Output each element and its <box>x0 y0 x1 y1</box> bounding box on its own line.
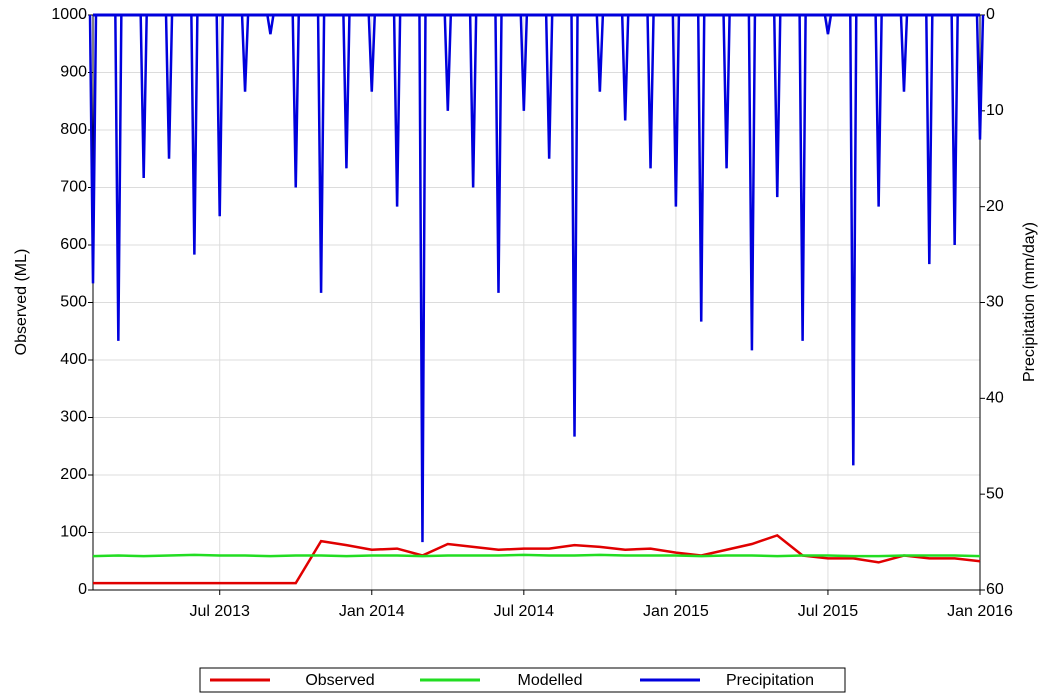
precipitation-spike <box>646 14 655 169</box>
precipitation-spike <box>696 14 706 322</box>
precipitation-spike <box>925 14 934 265</box>
precipitation-spike <box>544 14 554 159</box>
precipitation-spike <box>139 14 148 178</box>
y-tick-label: 200 <box>60 466 87 483</box>
precipitation-spike <box>316 14 326 293</box>
y-tick-label: 100 <box>60 524 87 541</box>
legend-label: Precipitation <box>726 672 814 689</box>
y2-tick-label: 20 <box>986 198 1004 215</box>
y-tick-label: 800 <box>60 121 87 138</box>
y-tick-label: 1000 <box>51 6 87 23</box>
precipitation-spike <box>620 14 630 121</box>
legend-box <box>199 667 846 693</box>
y2-axis-label: Precipitation (mm/day) <box>1021 222 1038 382</box>
precipitation-spike <box>494 14 503 293</box>
y-tick-label: 0 <box>78 581 87 598</box>
precipitation-spike <box>190 14 199 255</box>
precipitation-spike <box>823 14 833 35</box>
precipitation-spike <box>291 14 300 188</box>
series-line <box>93 533 981 585</box>
precipitation-spike <box>950 14 959 246</box>
precipitation-spike <box>418 14 427 543</box>
precipitation-spike <box>392 14 402 207</box>
precipitation-spike <box>595 14 605 92</box>
y2-tick-label: 60 <box>986 581 1004 598</box>
precipitation-spike <box>215 14 224 217</box>
precipitation-spike <box>114 14 123 341</box>
precipitation-spike <box>266 14 275 35</box>
x-tick-label: Jan 2016 <box>947 603 1013 620</box>
y-tick-label: 400 <box>60 351 87 368</box>
precipitation-spike <box>519 14 529 111</box>
x-tick-label: Jul 2015 <box>798 603 859 620</box>
precipitation-spike <box>240 14 250 92</box>
y2-tick-label: 10 <box>986 102 1004 119</box>
precipitation-spike <box>570 14 579 437</box>
y-tick-label: 900 <box>60 64 87 81</box>
y-tick-label: 600 <box>60 236 87 253</box>
precipitation-spike <box>468 14 478 188</box>
x-tick-label: Jul 2013 <box>189 603 250 620</box>
legend-label: Modelled <box>518 672 583 689</box>
precipitation-spike <box>975 14 985 140</box>
precipitation-spike <box>798 14 807 341</box>
series-line <box>92 553 981 558</box>
precipitation-spike <box>164 14 174 159</box>
x-tick-label: Jul 2014 <box>494 603 555 620</box>
precipitation-spike <box>88 14 98 284</box>
y-tick-label: 500 <box>60 294 87 311</box>
y2-tick-label: 50 <box>986 485 1004 502</box>
precipitation-spike <box>671 14 681 207</box>
y2-tick-label: 0 <box>986 6 995 23</box>
y2-tick-label: 30 <box>986 294 1004 311</box>
precipitation-spike <box>899 14 909 92</box>
x-tick-label: Jan 2014 <box>339 603 405 620</box>
precipitation-spike <box>342 14 351 169</box>
precipitation-spike <box>773 14 782 198</box>
legend-label: Observed <box>305 672 374 689</box>
x-tick-label: Jan 2015 <box>643 603 709 620</box>
precipitation-spike <box>747 14 757 351</box>
y2-tick-label: 40 <box>986 390 1004 407</box>
precipitation-spike <box>722 14 731 169</box>
y-tick-label: 300 <box>60 409 87 426</box>
y-axis-label: Observed (ML) <box>13 249 30 356</box>
precipitation-spike <box>874 14 883 207</box>
precipitation-spike <box>849 14 858 466</box>
precipitation-spike <box>443 14 453 111</box>
precipitation-spike <box>367 14 377 92</box>
y-tick-label: 700 <box>60 179 87 196</box>
